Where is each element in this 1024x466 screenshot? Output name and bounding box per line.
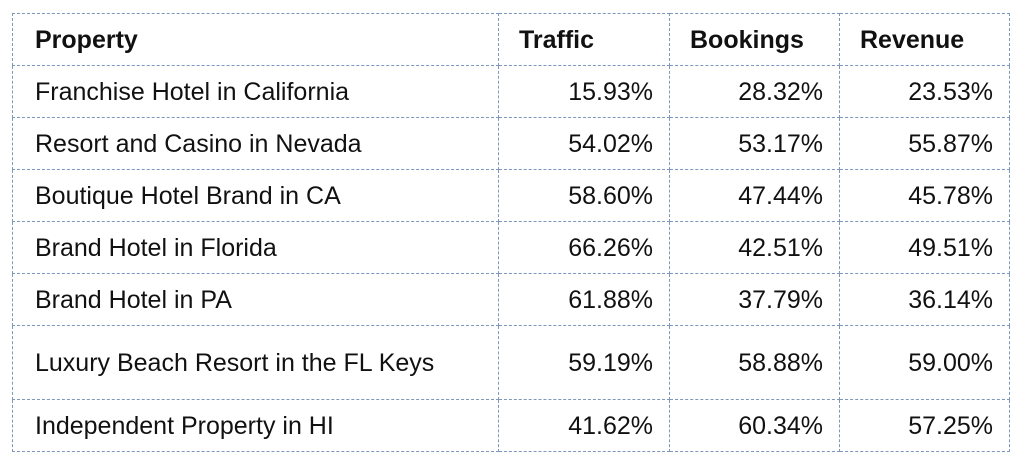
property-cell: Franchise Hotel in California: [12, 65, 499, 118]
revenue-cell: 36.14%: [839, 273, 1010, 326]
header-bookings: Bookings: [669, 13, 840, 66]
header-traffic: Traffic: [498, 13, 670, 66]
revenue-cell: 45.78%: [839, 169, 1010, 222]
revenue-cell: 49.51%: [839, 221, 1010, 274]
table-row: Franchise Hotel in California 15.93% 28.…: [12, 65, 1010, 118]
bookings-cell: 60.34%: [669, 399, 840, 452]
traffic-cell: 66.26%: [498, 221, 670, 274]
traffic-cell: 58.60%: [498, 169, 670, 222]
table-row: Luxury Beach Resort in the FL Keys 59.19…: [12, 325, 1010, 400]
property-cell: Boutique Hotel Brand in CA: [12, 169, 499, 222]
property-metrics-table: Property Traffic Bookings Revenue Franch…: [12, 13, 1010, 452]
table-row: Resort and Casino in Nevada 54.02% 53.17…: [12, 117, 1010, 170]
table-row: Boutique Hotel Brand in CA 58.60% 47.44%…: [12, 169, 1010, 222]
property-cell: Independent Property in HI: [12, 399, 499, 452]
revenue-cell: 59.00%: [839, 325, 1010, 400]
revenue-cell: 57.25%: [839, 399, 1010, 452]
header-row: Property Traffic Bookings Revenue: [12, 13, 1010, 66]
header-revenue: Revenue: [839, 13, 1010, 66]
bookings-cell: 28.32%: [669, 65, 840, 118]
traffic-cell: 41.62%: [498, 399, 670, 452]
bookings-cell: 42.51%: [669, 221, 840, 274]
bookings-cell: 47.44%: [669, 169, 840, 222]
property-cell: Brand Hotel in Florida: [12, 221, 499, 274]
property-cell: Luxury Beach Resort in the FL Keys: [12, 325, 499, 400]
property-cell: Brand Hotel in PA: [12, 273, 499, 326]
table-container: Property Traffic Bookings Revenue Franch…: [12, 13, 1010, 452]
traffic-cell: 15.93%: [498, 65, 670, 118]
traffic-cell: 61.88%: [498, 273, 670, 326]
traffic-cell: 54.02%: [498, 117, 670, 170]
bookings-cell: 58.88%: [669, 325, 840, 400]
table-row: Brand Hotel in Florida 66.26% 42.51% 49.…: [12, 221, 1010, 274]
traffic-cell: 59.19%: [498, 325, 670, 400]
table-row: Independent Property in HI 41.62% 60.34%…: [12, 399, 1010, 452]
header-property: Property: [12, 13, 499, 66]
revenue-cell: 23.53%: [839, 65, 1010, 118]
table-row: Brand Hotel in PA 61.88% 37.79% 36.14%: [12, 273, 1010, 326]
bookings-cell: 53.17%: [669, 117, 840, 170]
revenue-cell: 55.87%: [839, 117, 1010, 170]
property-cell: Resort and Casino in Nevada: [12, 117, 499, 170]
bookings-cell: 37.79%: [669, 273, 840, 326]
